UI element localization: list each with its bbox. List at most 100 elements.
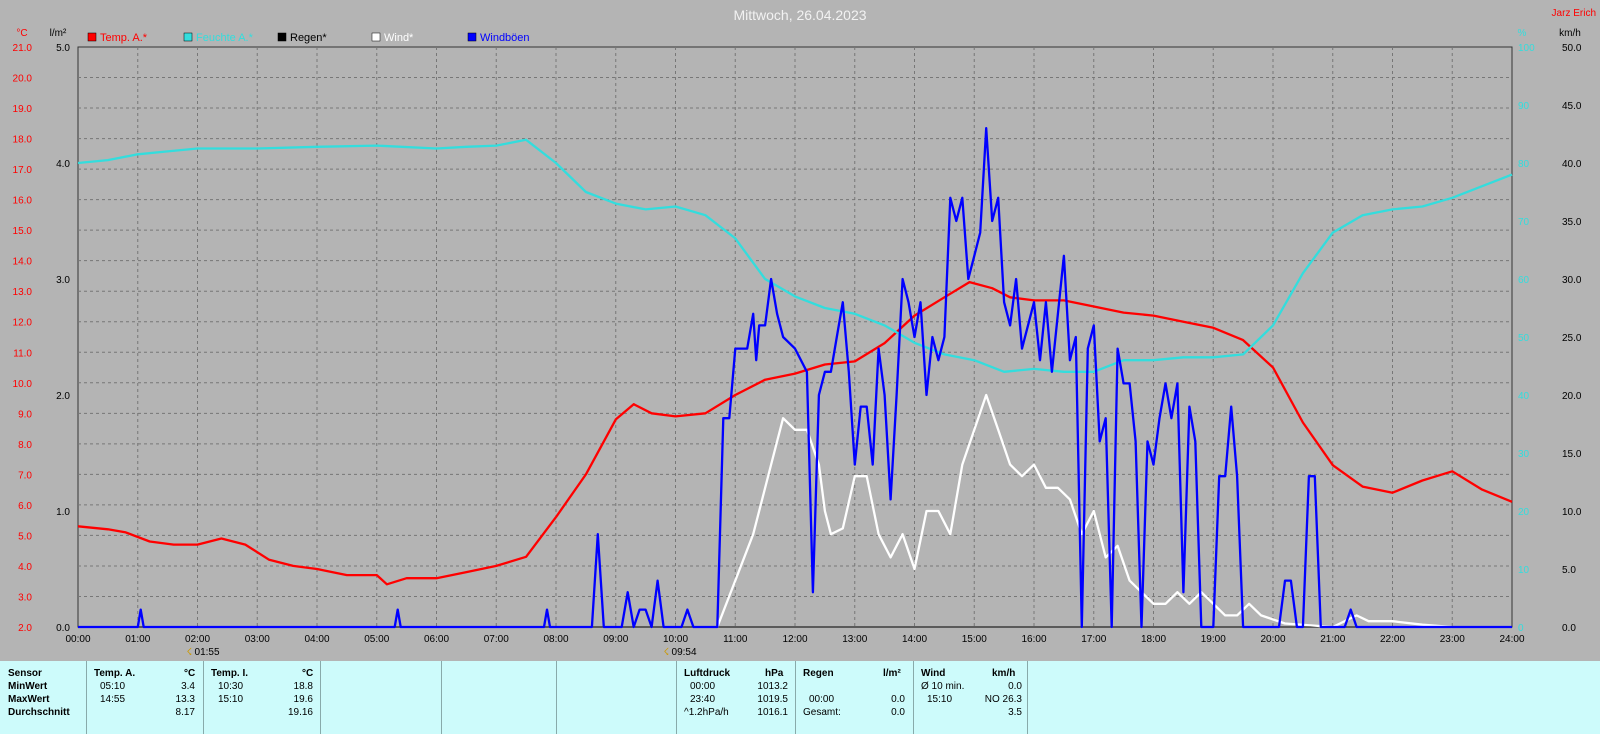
wind-tick-label: 35.0	[1562, 217, 1582, 228]
rain-tick-label: 5.0	[56, 43, 70, 54]
time-tick-label: 10:00	[663, 634, 688, 645]
wind-avg-value: 3.5	[1008, 707, 1022, 718]
time-tick-label: 17:00	[1081, 634, 1106, 645]
wind-tick-label: 30.0	[1562, 275, 1582, 286]
row-label-avg: Durchschnitt	[8, 707, 70, 718]
header-temp-a-unit: °C	[184, 668, 196, 679]
humidity-tick-label: 10	[1518, 565, 1530, 576]
temp-tick-label: 14.0	[13, 257, 33, 268]
temp-tick-label: 4.0	[18, 562, 32, 573]
wind-min-time: Ø 10 min.	[921, 681, 965, 692]
temp-tick-label: 5.0	[18, 531, 32, 542]
wind-tick-label: 10.0	[1562, 507, 1582, 518]
temp-tick-label: 19.0	[13, 104, 33, 115]
temp-i-max-value: 19.6	[293, 694, 313, 705]
temp-a-min-value: 3.4	[181, 681, 195, 692]
rain-tick-label: 0.0	[56, 623, 70, 634]
temp-tick-label: 2.0	[18, 623, 32, 634]
time-tick-label: 01:00	[125, 634, 150, 645]
row-label-max: MaxWert	[8, 694, 50, 705]
temp-tick-label: 20.0	[13, 74, 33, 85]
time-tick-label: 22:00	[1380, 634, 1405, 645]
header-temp-i: Temp. I.	[211, 668, 249, 679]
pressure-avg-value: 1016.1	[757, 707, 788, 718]
station-name: Jarz Erich	[1552, 8, 1596, 19]
wind-max-time: 15:10	[927, 694, 953, 705]
wind-max-value: NO 26.3	[984, 694, 1022, 705]
humidity-tick-label: 50	[1518, 333, 1530, 344]
temp-a-max-value: 13.3	[175, 694, 195, 705]
chart-title: Mittwoch, 26.04.2023	[733, 7, 866, 23]
legend-label: Feuchte A.*	[196, 32, 254, 44]
time-tick-label: 12:00	[782, 634, 807, 645]
legend-swatch	[371, 32, 381, 42]
humidity-tick-label: 80	[1518, 159, 1530, 170]
legend-label: Wind*	[384, 32, 414, 44]
temp-tick-label: 8.0	[18, 440, 32, 451]
legend-swatch	[87, 32, 97, 42]
legend-swatch	[277, 32, 287, 42]
wind-tick-label: 15.0	[1562, 449, 1582, 460]
temp-axis-unit: °C	[16, 28, 27, 39]
time-tick-label: 21:00	[1320, 634, 1345, 645]
temp-tick-label: 12.0	[13, 318, 33, 329]
humidity-tick-label: 60	[1518, 275, 1530, 286]
temp-i-max-time: 15:10	[218, 694, 244, 705]
wind-axis-unit: km/h	[1559, 28, 1581, 39]
wind-tick-label: 5.0	[1562, 565, 1576, 576]
time-tick-label: 04:00	[304, 634, 329, 645]
header-pressure-unit: hPa	[765, 668, 784, 679]
temp-i-min-time: 10:30	[218, 681, 244, 692]
time-tick-label: 18:00	[1141, 634, 1166, 645]
legend-label: Regen*	[290, 32, 327, 44]
temp-tick-label: 21.0	[13, 43, 33, 54]
header-temp-a: Temp. A.	[94, 668, 136, 679]
pressure-max-time: 23:40	[690, 694, 716, 705]
rain-total-label: Gesamt:	[803, 707, 841, 718]
pressure-min-time: 00:00	[690, 681, 716, 692]
temp-tick-label: 16.0	[13, 196, 33, 207]
header-temp-i-unit: °C	[302, 668, 314, 679]
header-sensor: Sensor	[8, 668, 42, 679]
rain-max-time: 00:00	[809, 694, 835, 705]
series-line-wind	[78, 127, 1512, 629]
temp-tick-label: 9.0	[18, 409, 32, 420]
time-tick-label: 19:00	[1201, 634, 1226, 645]
rain-tick-label: 3.0	[56, 275, 70, 286]
time-tick-label: 02:00	[185, 634, 210, 645]
temp-a-avg-value: 8.17	[175, 707, 195, 718]
rain-axis-unit: l/m²	[50, 28, 67, 39]
series-line-wind	[716, 393, 1453, 629]
rain-tick-label: 1.0	[56, 507, 70, 518]
temp-tick-label: 7.0	[18, 470, 32, 481]
rain-max-value: 0.0	[891, 694, 905, 705]
time-tick-label: 00:00	[65, 634, 90, 645]
time-tick-label: 14:00	[902, 634, 927, 645]
humidity-tick-label: 100	[1518, 43, 1535, 54]
time-tick-label: 06:00	[424, 634, 449, 645]
temp-tick-label: 3.0	[18, 592, 32, 603]
rain-tick-label: 4.0	[56, 159, 70, 170]
header-wind: Wind	[921, 668, 946, 679]
time-tick-label: 15:00	[962, 634, 987, 645]
humidity-tick-label: 0	[1518, 623, 1524, 634]
wind-tick-label: 50.0	[1562, 43, 1582, 54]
event-marker-icon: ☇	[187, 647, 193, 658]
wind-tick-label: 0.0	[1562, 623, 1576, 634]
humidity-tick-label: 90	[1518, 101, 1530, 112]
wind-tick-label: 45.0	[1562, 101, 1582, 112]
legend-swatch	[183, 32, 193, 42]
temp-tick-label: 10.0	[13, 379, 33, 390]
time-tick-label: 16:00	[1021, 634, 1046, 645]
temp-tick-label: 6.0	[18, 501, 32, 512]
time-tick-label: 20:00	[1260, 634, 1285, 645]
legend-label: Windböen	[480, 32, 530, 44]
pressure-max-value: 1019.5	[757, 694, 788, 705]
temp-tick-label: 13.0	[13, 287, 33, 298]
rain-tick-label: 2.0	[56, 391, 70, 402]
header-rain: Regen	[803, 668, 834, 679]
temp-tick-label: 15.0	[13, 226, 33, 237]
humidity-tick-label: 40	[1518, 391, 1530, 402]
summary-table: Sensor MinWert MaxWert Durchschnitt Temp…	[0, 661, 1600, 734]
weather-chart: Mittwoch, 26.04.2023 Jarz Erich 00:00 01:00…	[13, 7, 1596, 658]
